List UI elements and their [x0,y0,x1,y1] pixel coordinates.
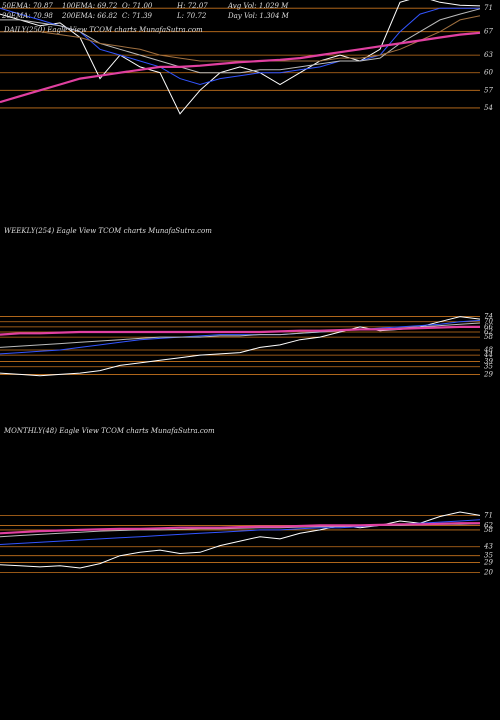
y-tick-label: 66 [484,323,493,331]
y-tick-label: 43 [483,543,493,551]
indicator-value: O: 71.00 [122,2,153,10]
y-tick-label: 62 [484,521,493,529]
y-tick-label: 63 [484,51,493,59]
y-tick-label: 57 [484,86,493,94]
indicator-value: H: 72.07 [176,2,208,10]
y-tick-label: 60 [484,69,493,77]
y-tick-label: 67 [484,28,493,36]
y-tick-label: 70 [484,318,493,326]
panel-title: WEEKLY(254) Eagle View TCOM charts Munaf… [4,227,212,235]
y-tick-label: 71 [484,4,493,12]
y-tick-label: 62 [484,328,493,336]
y-tick-label: 29 [483,370,493,378]
price-line [0,511,481,569]
indicator-value: Avg Vol: 1.029 M [227,2,289,10]
panel-title: MONTHLY(48) Eagle View TCOM charts Munaf… [3,427,215,435]
indicator-value: 20EMA: 70.98 [1,12,53,20]
y-tick-label: 20 [483,569,493,577]
y-tick-label: 58 [484,526,493,534]
y-tick-label: 54 [484,104,493,112]
price-line [0,31,481,104]
y-tick-label: 48 [483,346,493,354]
panel-title: DAILY(250) Eagle View TCOM charts Munafa… [3,26,203,34]
price-line [0,15,481,62]
indicator-value: 100EMA: 69.72 [62,2,118,10]
y-tick-label: 74 [484,313,493,321]
price-line [0,522,480,535]
indicator-value: 200EMA: 66.82 [61,12,118,20]
price-line [0,325,480,336]
indicator-value: L: 70.72 [176,12,207,20]
y-tick-label: 44 [483,351,493,359]
y-tick-label: 35 [484,552,493,560]
y-tick-label: 71 [484,511,493,519]
indicator-value: 50EMA: 70.87 [2,2,53,10]
y-tick-label: 39 [484,358,493,366]
y-tick-label: 35 [484,363,493,371]
indicator-value: Day Vol: 1.304 M [227,12,290,20]
indicator-value: C: 71.39 [122,12,153,20]
price-line [0,319,481,355]
y-tick-label: 58 [484,333,493,341]
y-tick-label: 29 [483,558,493,566]
